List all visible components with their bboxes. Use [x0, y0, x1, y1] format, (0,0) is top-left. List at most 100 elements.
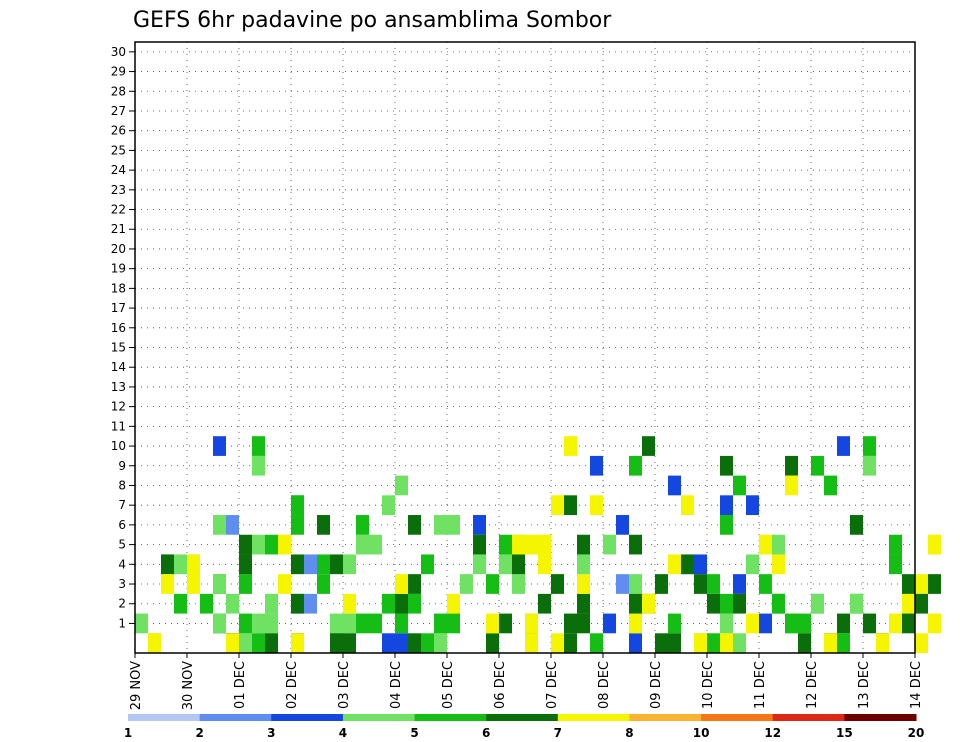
legend-swatch [128, 714, 201, 721]
precip-cell [499, 554, 512, 575]
x-tick-label: 10 DEC [701, 661, 716, 709]
x-tick-label: 13 DEC [857, 661, 872, 709]
precip-cell [928, 613, 941, 634]
precip-cell [863, 436, 876, 456]
precip-cell [226, 593, 239, 614]
precip-cell [759, 534, 772, 555]
precip-cell [239, 554, 252, 575]
legend-label: 7 [554, 726, 562, 740]
precip-cell [733, 593, 746, 614]
precip-cell [720, 633, 733, 653]
precip-cell [876, 633, 889, 653]
precip-cell [733, 574, 746, 594]
precip-cell [291, 515, 304, 535]
precip-cell [473, 554, 486, 575]
y-tick-label: 20 [111, 242, 126, 256]
chart-title: GEFS 6hr padavine po ansamblima Sombor [133, 8, 612, 33]
precip-cell [772, 554, 785, 575]
precip-cell [369, 534, 382, 555]
precip-cell [538, 593, 551, 614]
y-tick-label: 7 [118, 498, 126, 512]
precip-cell [746, 495, 759, 516]
precip-cell [239, 613, 252, 634]
y-tick-label: 17 [111, 301, 126, 315]
y-tick-label: 26 [111, 124, 126, 138]
precip-cell [564, 495, 577, 516]
legend-label: 4 [339, 726, 347, 740]
precip-cell [707, 574, 720, 594]
precip-cell [421, 554, 434, 575]
precip-cell [252, 633, 265, 653]
precip-cell [330, 613, 343, 634]
precip-cell [746, 554, 759, 575]
precip-cell [369, 613, 382, 634]
precip-cell [629, 633, 642, 653]
precip-cell [317, 574, 330, 594]
precip-cell [512, 574, 525, 594]
legend-label: 12 [764, 726, 781, 740]
precip-cell [252, 613, 265, 634]
precip-cell [499, 613, 512, 634]
precip-cell [720, 613, 733, 634]
precip-cell [668, 633, 681, 653]
y-tick-label: 1 [118, 616, 126, 630]
precip-cell [655, 574, 668, 594]
precip-cell [330, 554, 343, 575]
precip-cell [473, 534, 486, 555]
precip-cell [577, 593, 590, 614]
precip-cell [889, 554, 902, 575]
precip-cell [642, 436, 655, 456]
precip-cell [226, 633, 239, 653]
precip-cell [928, 534, 941, 555]
precip-cell [512, 554, 525, 575]
precip-cell [161, 554, 174, 575]
x-tick-label: 07 DEC [545, 661, 560, 709]
y-tick-label: 4 [118, 557, 126, 571]
y-tick-label: 11 [111, 419, 126, 433]
precip-cell [304, 554, 317, 575]
precip-cell [629, 593, 642, 614]
precip-cell [278, 534, 291, 555]
legend-label: 10 [693, 726, 710, 740]
precip-cell [577, 554, 590, 575]
x-tick-label: 03 DEC [337, 661, 352, 709]
y-tick-label: 14 [111, 360, 126, 374]
precip-cell [629, 613, 642, 634]
precip-cell [694, 554, 707, 575]
precip-cell [239, 534, 252, 555]
precip-cell [850, 515, 863, 535]
precip-cell [213, 436, 226, 456]
y-tick-label: 24 [111, 163, 126, 177]
precip-cell [473, 515, 486, 535]
precip-cell [291, 633, 304, 653]
precip-cell [447, 593, 460, 614]
precip-cell [603, 534, 616, 555]
legend-swatch [844, 714, 917, 721]
legend-label: 1 [124, 726, 132, 740]
x-tick-label: 05 DEC [441, 661, 456, 709]
x-tick-label: 30 NOV [181, 661, 196, 710]
y-tick-label: 19 [111, 262, 126, 276]
y-tick-label: 30 [111, 45, 126, 59]
precip-cell [915, 633, 928, 653]
precip-cell [291, 593, 304, 614]
precip-cell [733, 633, 746, 653]
precip-cell [304, 593, 317, 614]
precip-cell [837, 633, 850, 653]
x-tick-label: 02 DEC [285, 661, 300, 709]
y-tick-label: 29 [111, 65, 126, 79]
precip-cell [707, 593, 720, 614]
precip-cell [707, 633, 720, 653]
precip-cell [213, 515, 226, 535]
precip-cell [135, 613, 148, 634]
precip-cell [291, 554, 304, 575]
precip-cell [824, 475, 837, 496]
precip-cell [681, 554, 694, 575]
y-tick-label: 15 [111, 341, 126, 355]
precip-cell [772, 593, 785, 614]
precip-cell [265, 593, 278, 614]
precip-cell [616, 574, 629, 594]
precip-cell [343, 613, 356, 634]
precip-cell [356, 534, 369, 555]
